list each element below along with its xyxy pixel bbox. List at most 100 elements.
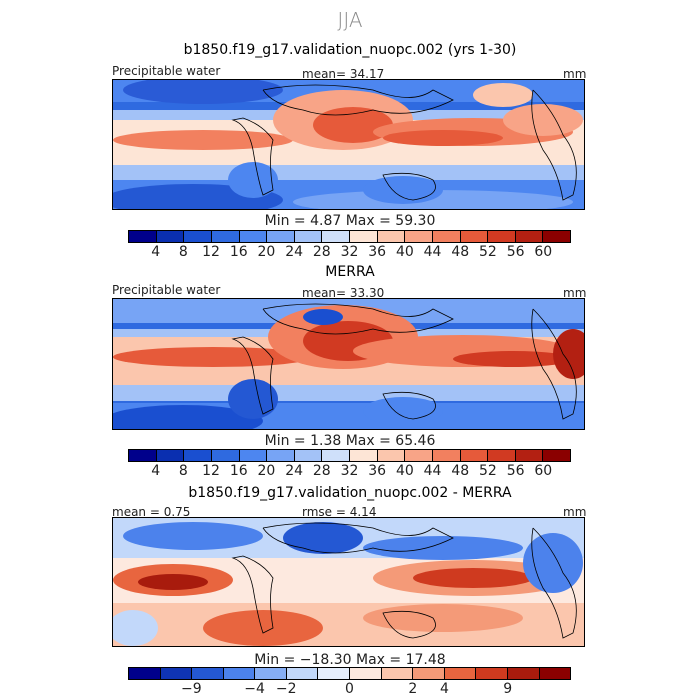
colorbar-swatch xyxy=(156,231,185,242)
colorbar-swatch xyxy=(184,231,212,242)
colorbar-tick-label: 52 xyxy=(479,463,497,479)
colorbar-tick-label: 60 xyxy=(534,244,553,260)
colorbar-swatch xyxy=(129,668,161,679)
colorbar-swatch xyxy=(160,668,193,679)
panel-1-mean: mean= 34.17 xyxy=(302,67,385,81)
colorbar-swatch xyxy=(405,231,433,242)
panel-3-units: mm xyxy=(563,505,587,519)
colorbar-swatch xyxy=(192,668,224,679)
colorbar-tick-label: 28 xyxy=(312,244,331,260)
colorbar-swatch xyxy=(255,668,287,679)
panel-2-map-field xyxy=(113,299,584,429)
colorbar-tick-label: −4 xyxy=(244,681,265,697)
panel-3-colorbar xyxy=(128,667,571,680)
colorbar-tick-label: 8 xyxy=(178,463,188,479)
colorbar-swatch xyxy=(294,231,323,242)
colorbar-tick-label: 36 xyxy=(368,244,387,260)
panel-2-title: MERRA xyxy=(325,264,375,280)
colorbar-tick-label: 40 xyxy=(395,463,414,479)
colorbar-swatch xyxy=(267,231,295,242)
colorbar-swatch xyxy=(381,668,414,679)
colorbar-swatch xyxy=(129,231,157,242)
colorbar-tick-label: −2 xyxy=(275,681,297,697)
colorbar-tick-label: 4 xyxy=(151,244,161,260)
colorbar-tick-label: 16 xyxy=(229,463,248,479)
colorbar-swatch xyxy=(322,450,350,461)
panel-1-units: mm xyxy=(563,67,587,81)
colorbar-tick-label: 36 xyxy=(368,463,387,479)
colorbar-swatch xyxy=(350,668,382,679)
colorbar-swatch xyxy=(515,450,544,461)
colorbar-swatch xyxy=(322,231,350,242)
colorbar-tick-label: 12 xyxy=(202,463,220,479)
colorbar-swatch xyxy=(129,450,157,461)
colorbar-tick-label: 20 xyxy=(257,244,276,260)
colorbar-tick-label: 48 xyxy=(451,244,470,260)
colorbar-swatch xyxy=(507,668,540,679)
panel-2-min-max: Min = 1.38 Max = 65.46 xyxy=(264,433,436,449)
colorbar-tick-label: 44 xyxy=(423,463,442,479)
panel-2-colorbar-ticks: 4 8 12 16 20 24 28 32 36 40 44 48 52 56 60 xyxy=(0,463,700,481)
colorbar-tick-label: 60 xyxy=(534,463,553,479)
colorbar-tick-label: 24 xyxy=(285,463,304,479)
colorbar-swatch xyxy=(543,231,570,242)
colorbar-tick-label: 0 xyxy=(345,681,354,697)
colorbar-tick-label: 2 xyxy=(408,681,418,697)
colorbar-swatch xyxy=(318,668,351,679)
colorbar-tick-label: 28 xyxy=(312,463,331,479)
colorbar-tick-label: 12 xyxy=(202,244,220,260)
colorbar-tick-label: 40 xyxy=(395,244,414,260)
panel-3-colorbar-ticks: −9 −4 −2 0 2 4 9 xyxy=(0,681,700,699)
colorbar-swatch xyxy=(432,450,461,461)
panel-1-map xyxy=(112,79,585,210)
colorbar-swatch xyxy=(350,450,378,461)
colorbar-tick-label: 9 xyxy=(503,681,513,697)
season-title: JJA xyxy=(337,8,363,32)
colorbar-swatch xyxy=(223,668,256,679)
colorbar-swatch xyxy=(211,450,240,461)
colorbar-swatch xyxy=(488,231,516,242)
panel-1-map-field xyxy=(113,80,584,209)
colorbar-swatch xyxy=(294,450,323,461)
panel-2-colorbar xyxy=(128,449,571,462)
colorbar-swatch xyxy=(460,450,489,461)
colorbar-swatch xyxy=(184,450,212,461)
panel-3-map-field xyxy=(113,518,584,646)
colorbar-swatch xyxy=(413,668,445,679)
colorbar-tick-label: 4 xyxy=(439,681,449,697)
colorbar-swatch xyxy=(377,450,406,461)
colorbar-swatch xyxy=(286,668,319,679)
colorbar-tick-label: 56 xyxy=(506,244,525,260)
panel-2-variable-label: Precipitable water xyxy=(112,283,221,297)
colorbar-tick-label: 20 xyxy=(257,463,276,479)
panel-2-map xyxy=(112,298,585,430)
colorbar-tick-label: 32 xyxy=(340,463,359,479)
colorbar-swatch xyxy=(543,450,570,461)
colorbar-swatch xyxy=(476,668,508,679)
colorbar-tick-label: 32 xyxy=(340,244,359,260)
colorbar-swatch xyxy=(488,450,516,461)
colorbar-tick-label: −9 xyxy=(180,681,202,697)
colorbar-swatch xyxy=(239,231,268,242)
panel-1-title: b1850.f19_g17.validation_nuopc.002 (yrs … xyxy=(183,42,517,58)
colorbar-tick-label: 4 xyxy=(151,463,161,479)
colorbar-swatch xyxy=(239,450,268,461)
colorbar-swatch xyxy=(432,231,461,242)
colorbar-swatch xyxy=(539,668,571,679)
colorbar-swatch xyxy=(156,450,185,461)
colorbar-swatch xyxy=(405,450,433,461)
colorbar-tick-label: 56 xyxy=(506,463,525,479)
colorbar-tick-label: 24 xyxy=(285,244,304,260)
colorbar-tick-label: 52 xyxy=(479,244,497,260)
colorbar-tick-label: 48 xyxy=(451,463,470,479)
panel-2-mean: mean= 33.30 xyxy=(302,286,385,300)
panel-3-map xyxy=(112,517,585,647)
colorbar-tick-label: 8 xyxy=(178,244,188,260)
colorbar-swatch xyxy=(350,231,378,242)
panel-3-title: b1850.f19_g17.validation_nuopc.002 - MER… xyxy=(188,485,512,501)
panel-3-mean: mean = 0.75 xyxy=(112,505,191,519)
colorbar-swatch xyxy=(377,231,406,242)
panel-1-colorbar-ticks: 4 8 12 16 20 24 28 32 36 40 44 48 52 56 60 xyxy=(0,244,700,262)
panel-1-min-max: Min = 4.87 Max = 59.30 xyxy=(264,213,436,229)
panel-3-rmse: rmse = 4.14 xyxy=(302,505,377,519)
